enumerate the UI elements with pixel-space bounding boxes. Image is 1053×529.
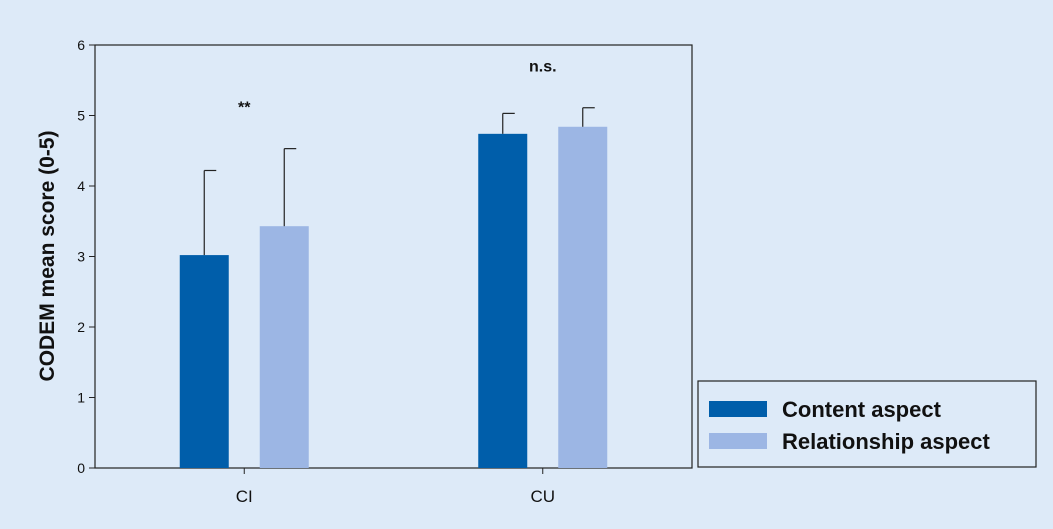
- bar: [558, 126, 608, 468]
- legend-box: [697, 380, 1037, 468]
- bar: [179, 255, 229, 468]
- x-tick-label: CI: [236, 487, 253, 506]
- significance-label: **: [238, 100, 251, 117]
- y-tick-label: 6: [77, 37, 85, 53]
- bar: [259, 226, 309, 468]
- legend-label: Content aspect: [782, 397, 942, 422]
- legend-swatch: [709, 433, 767, 449]
- y-tick-label: 3: [77, 249, 85, 265]
- y-tick-label: 4: [77, 178, 85, 194]
- y-tick-label: 2: [77, 319, 85, 335]
- bars: [179, 126, 608, 468]
- annotations: ** n.s.: [238, 59, 557, 117]
- legend-label: Relationship aspect: [782, 429, 991, 454]
- significance-label: n.s.: [529, 59, 557, 76]
- legend: Content aspect Relationship aspect: [697, 380, 1037, 468]
- y-tick-label: 0: [77, 460, 85, 476]
- y-tick-label: 5: [77, 108, 85, 124]
- y-axis-label: CODEM mean score (0-5): [36, 131, 59, 382]
- bar: [478, 133, 528, 468]
- x-axis: CI CU: [236, 468, 555, 506]
- y-tick-label: 1: [77, 390, 85, 406]
- x-tick-label: CU: [530, 487, 555, 506]
- y-axis: 0 1 2 3 4 5 6: [77, 37, 95, 476]
- legend-swatch: [709, 401, 767, 417]
- error-bars: [203, 107, 595, 256]
